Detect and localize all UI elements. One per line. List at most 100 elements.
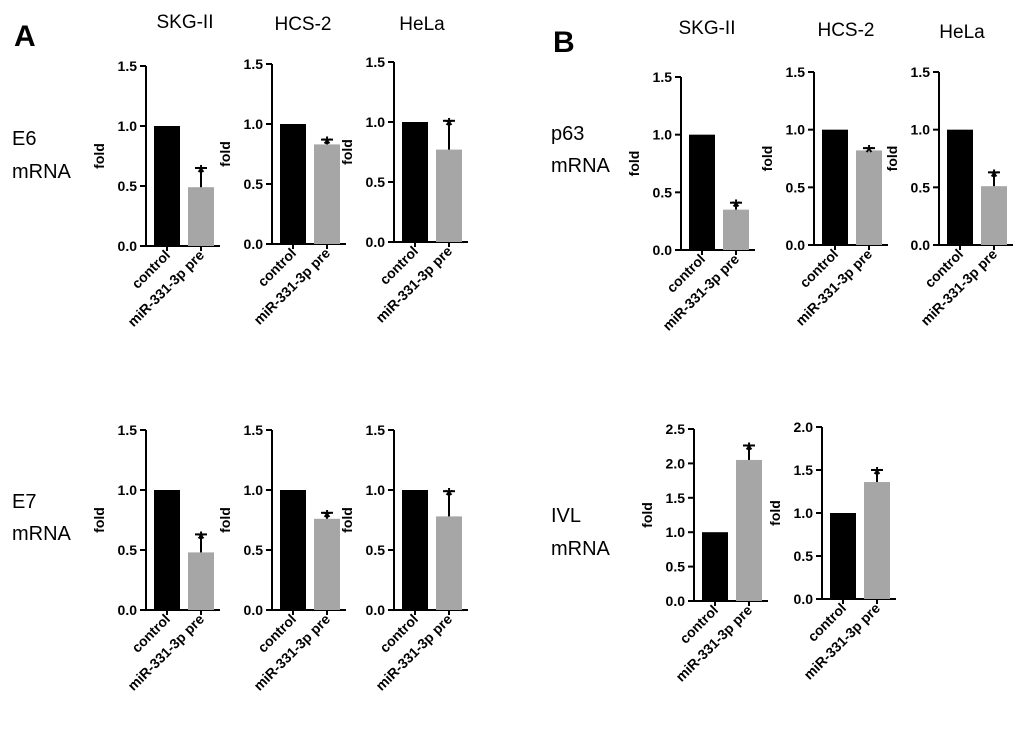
y-tick-label: 1.5	[366, 422, 386, 438]
y-tick-label: 1.0	[366, 114, 386, 130]
column-title-b-skg-ii: SKG-II	[678, 18, 735, 39]
significance-marker: *	[873, 464, 881, 486]
y-tick-label: 2.0	[666, 455, 686, 471]
y-tick-label: 0.0	[118, 602, 138, 618]
row-label-ivl-line2: mRNA	[551, 538, 611, 560]
y-axis-label: fold	[91, 507, 107, 533]
y-axis-label: fold	[217, 141, 233, 167]
y-tick-label: 1.0	[794, 505, 814, 521]
y-tick-label: 2.0	[794, 419, 814, 435]
y-axis-label: fold	[217, 507, 233, 533]
row-label-ivl-line1: IVL	[551, 505, 581, 527]
bar-control	[689, 134, 715, 250]
y-tick-label: 1.0	[118, 118, 138, 134]
y-tick-label: 0.5	[366, 542, 386, 558]
y-tick-label: 0.0	[911, 237, 931, 253]
row-label-p63-line1: p63	[551, 123, 584, 145]
y-tick-label: 0.0	[794, 591, 814, 607]
y-tick-label: 0.0	[244, 602, 264, 618]
bar-treatment	[864, 482, 890, 599]
y-tick-label: 0.5	[666, 559, 686, 575]
bar-control	[822, 129, 848, 245]
bar-control	[154, 126, 180, 246]
column-title-a-skg-ii: SKG-II	[156, 12, 213, 33]
bar-control	[402, 490, 428, 610]
y-tick-label: 0.0	[118, 238, 138, 254]
y-tick-label: 0.5	[794, 548, 814, 564]
y-tick-label: 0.0	[653, 242, 673, 258]
bar-control	[402, 122, 428, 242]
bar-control	[154, 490, 180, 610]
row-label-p63-line2: mRNA	[551, 155, 611, 177]
y-tick-label: 0.5	[118, 178, 138, 194]
significance-marker: *	[323, 134, 331, 156]
bar-treatment	[856, 150, 882, 245]
row-label-e7-line1: E7	[12, 491, 36, 513]
y-axis-label: fold	[339, 507, 355, 533]
y-tick-label: 0.5	[244, 542, 264, 558]
bar-treatment	[436, 149, 462, 242]
row-label-e7-line2: mRNA	[12, 523, 72, 545]
y-tick-label: 1.5	[794, 462, 814, 478]
panel-letter-b: B	[553, 26, 575, 59]
y-tick-label: 0.5	[118, 542, 138, 558]
y-tick-label: 1.0	[911, 122, 931, 138]
bar-treatment	[314, 144, 340, 244]
y-tick-label: 1.5	[786, 64, 806, 80]
y-axis-label: fold	[759, 146, 775, 172]
y-axis-label: fold	[626, 151, 642, 177]
bar-control	[947, 129, 973, 245]
column-title-a-hela: HeLa	[399, 14, 445, 35]
y-tick-label: 0.5	[244, 176, 264, 192]
significance-marker: *	[197, 528, 205, 550]
bar-treatment	[736, 459, 762, 601]
y-tick-label: 1.5	[653, 69, 673, 85]
significance-marker: *	[745, 440, 753, 462]
bar-control	[702, 532, 728, 601]
y-tick-label: 1.5	[118, 422, 138, 438]
bar-treatment	[314, 518, 340, 610]
y-tick-label: 1.0	[366, 482, 386, 498]
bar-treatment	[188, 552, 214, 610]
bar-treatment	[188, 187, 214, 246]
y-tick-label: 0.5	[911, 179, 931, 195]
significance-marker: *	[990, 166, 998, 188]
y-axis-label: fold	[639, 502, 655, 528]
y-tick-label: 1.0	[653, 127, 673, 143]
bar-control	[280, 490, 306, 610]
bar-control	[280, 124, 306, 244]
bar-treatment	[723, 209, 749, 250]
chart-b-ivl-skg-ii: 0.00.51.01.52.02.5foldcontrol*miR-331-3p…	[639, 421, 768, 685]
y-tick-label: 0.0	[666, 593, 686, 609]
y-axis-label: fold	[339, 139, 355, 165]
y-tick-label: 0.0	[244, 236, 264, 252]
significance-marker: *	[732, 197, 740, 219]
y-tick-label: 1.5	[911, 64, 931, 80]
y-tick-label: 1.0	[786, 122, 806, 138]
column-title-a-hcs-2: HCS-2	[274, 14, 331, 35]
y-tick-label: 0.0	[786, 237, 806, 253]
y-tick-label: 1.0	[244, 116, 264, 132]
y-tick-label: 0.0	[366, 234, 386, 250]
y-tick-label: 1.5	[118, 58, 138, 74]
y-axis-label: fold	[767, 500, 783, 526]
y-tick-label: 0.0	[366, 602, 386, 618]
column-title-b-hcs-2: HCS-2	[817, 20, 874, 41]
bar-treatment	[981, 186, 1007, 245]
y-tick-label: 1.0	[118, 482, 138, 498]
significance-marker: *	[445, 485, 453, 507]
significance-marker: *	[323, 507, 331, 529]
bar-treatment	[436, 516, 462, 610]
y-tick-label: 1.5	[366, 54, 386, 70]
y-tick-label: 0.5	[366, 174, 386, 190]
panel-letter-a: A	[14, 20, 36, 53]
